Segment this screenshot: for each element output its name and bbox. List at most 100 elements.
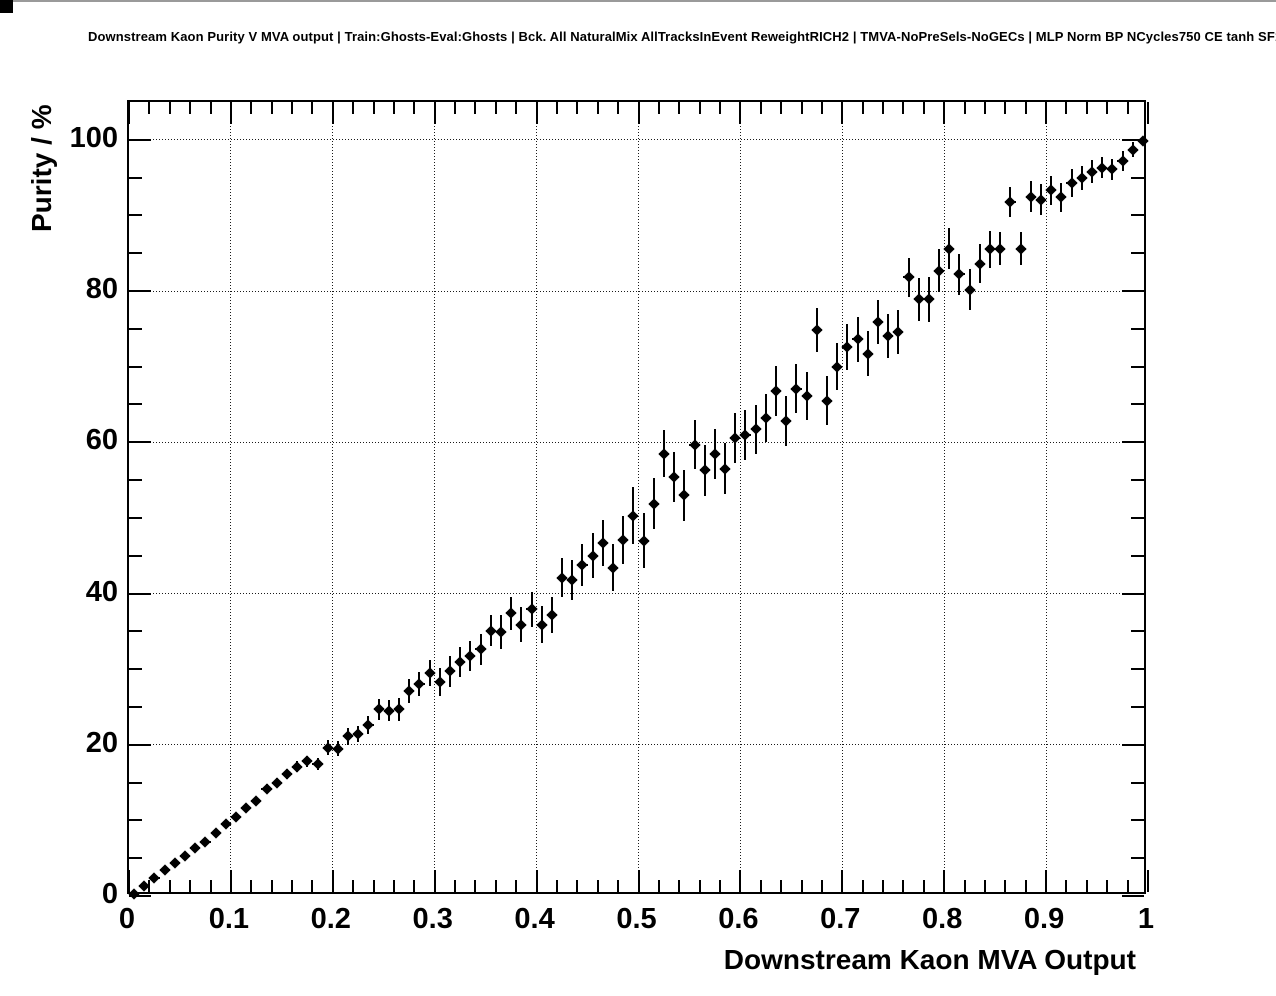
data-point-marker [546,609,558,621]
x-tick [617,880,620,892]
data-point-marker [770,385,782,397]
data-point-marker [862,348,874,360]
y-tick-label: 0 [101,878,118,910]
x-tick [1024,102,1027,114]
x-tick [168,880,171,892]
data-point-marker [158,863,171,876]
v-gridline [1045,102,1047,892]
x-tick [963,102,966,114]
x-tick [311,880,314,892]
y-tick [129,252,142,255]
data-point-marker [1127,143,1139,156]
x-tick [780,880,783,892]
x-tick [189,880,192,892]
x-tick [1085,880,1088,892]
y-tick [129,479,142,482]
x-tick [882,102,885,114]
x-tick [596,102,599,114]
x-tick [780,102,783,114]
data-point-marker [617,534,629,546]
y-tick [129,365,142,368]
y-tick [1122,743,1144,746]
data-point-marker [352,728,364,740]
x-tick [698,102,701,114]
data-point-marker [872,316,884,328]
y-tick [1131,857,1144,860]
x-tick [759,102,762,114]
data-point-marker [780,415,792,427]
x-tick [494,102,497,114]
data-point-marker [199,835,212,848]
x-tick [902,880,905,892]
y-tick [1131,819,1144,822]
data-point-marker [750,423,762,436]
y-tick [1122,138,1144,141]
x-tick [1004,102,1007,114]
y-tick [129,705,142,708]
x-tick [454,880,457,892]
y-tick-label: 20 [85,726,118,759]
x-tick [719,102,722,114]
x-tick [637,870,640,892]
x-tick [413,102,416,114]
y-tick [129,138,151,141]
y-tick [1122,290,1144,293]
data-point-marker [1014,243,1027,255]
data-point-marker [811,323,823,336]
v-gridline [943,102,945,892]
data-point-marker [597,537,609,549]
v-gridline [230,102,232,892]
data-point-marker [240,801,252,814]
x-tick [250,102,253,114]
x-tick [861,880,864,892]
data-point-marker [964,283,976,296]
x-tick [494,880,497,892]
x-tick [719,880,722,892]
data-point-marker [1076,171,1088,184]
x-tick [576,880,579,892]
x-tick [576,102,579,114]
data-point-marker [841,341,854,353]
x-tick [657,102,660,114]
data-point-marker [678,489,691,501]
y-tick [1122,895,1144,897]
data-point-marker [148,872,161,884]
x-tick [841,102,844,124]
y-tick [1131,252,1144,255]
data-point-marker [474,643,487,656]
data-point-marker [485,624,497,637]
x-tick [372,102,375,114]
data-point-marker [1025,190,1037,203]
data-point-marker [1004,196,1017,208]
data-point-marker [892,326,905,338]
y-tick [129,327,142,330]
x-tick [861,102,864,114]
x-tick-label: 0.6 [718,903,759,935]
x-tick [555,880,558,892]
x-tick [413,880,416,892]
window-top-edge [0,0,1276,2]
data-point-marker [505,607,517,619]
x-tick-label: 0.3 [412,903,453,935]
x-tick [841,870,844,892]
x-tick [209,880,212,892]
y-tick [129,668,142,671]
y-tick [129,592,151,595]
data-point-marker [372,703,385,715]
x-tick [454,102,457,114]
y-tick [129,290,151,293]
data-point-marker [271,776,283,789]
x-tick [943,870,946,892]
y-tick [1131,630,1144,633]
x-tick [555,102,558,114]
y-tick [1131,554,1144,557]
v-gridline [841,102,843,892]
y-tick [129,554,142,557]
data-point-marker [566,574,578,586]
x-tick [800,880,803,892]
y-tick [129,857,142,860]
data-point-marker [179,850,191,862]
h-gridline [129,593,1144,595]
data-point-marker [189,841,201,854]
